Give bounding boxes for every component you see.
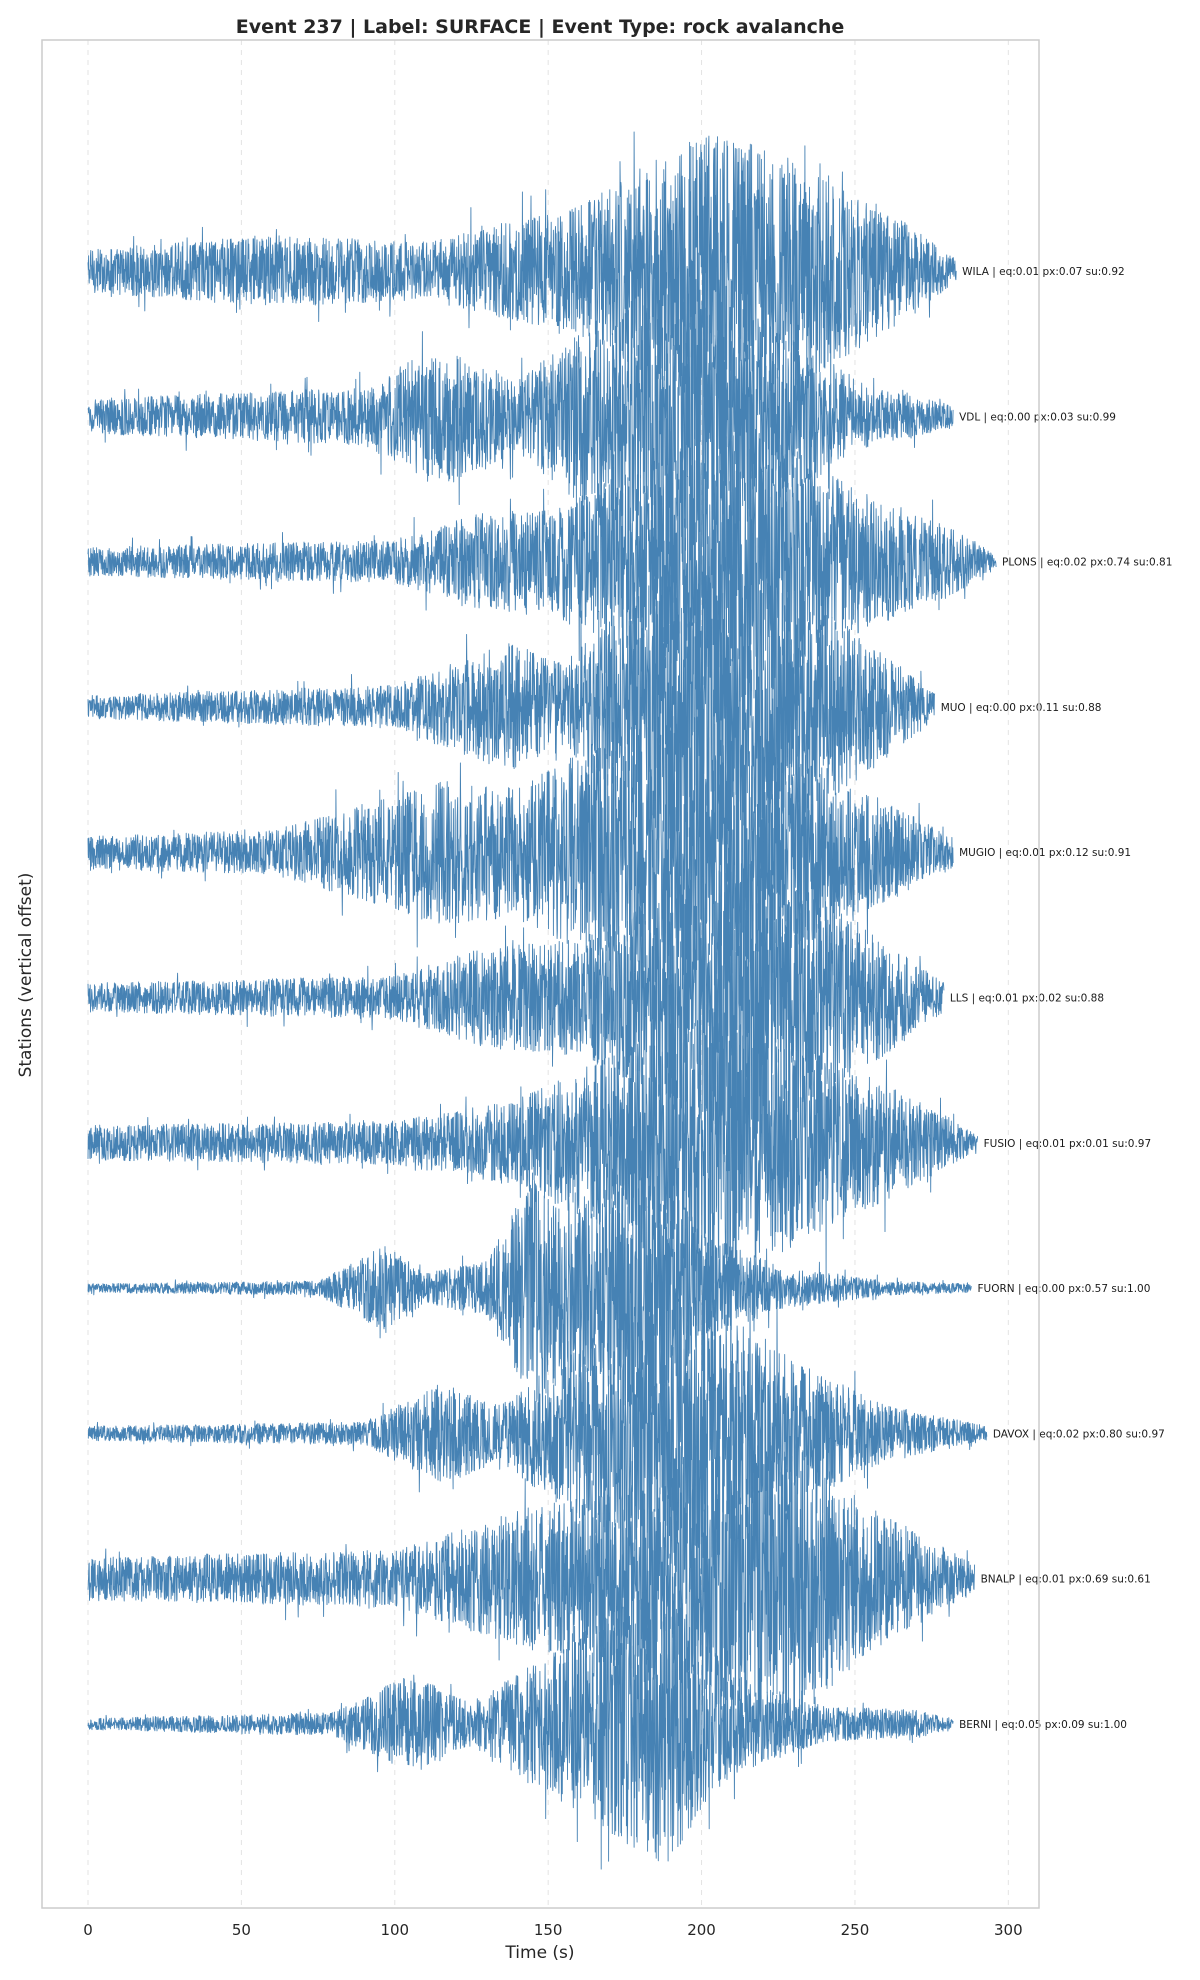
trace-bnalp — [87, 1363, 976, 1775]
trace-plons — [87, 381, 997, 754]
trace-group — [87, 131, 997, 1870]
x-axis-label: Time (s) — [504, 1943, 574, 1963]
y-axis-label: Stations (vertical offset) — [16, 873, 36, 1078]
trace-lls — [87, 768, 945, 1172]
trace-muo — [87, 485, 936, 911]
station-label-plons: PLONS | eq:0.02 px:0.74 su:0.81 — [1002, 557, 1172, 569]
trace-fusio — [87, 968, 979, 1334]
x-tick-label-200: 200 — [687, 1921, 716, 1939]
station-label-lls: LLS | eq:0.01 px:0.02 su:0.88 — [950, 993, 1104, 1005]
station-label-muo: MUO | eq:0.00 px:0.11 su:0.88 — [941, 702, 1102, 714]
station-label-wila: WILA | eq:0.01 px:0.07 su:0.92 — [962, 266, 1125, 278]
plot-frame — [41, 39, 1040, 1909]
trace-fuorn — [87, 1150, 972, 1424]
x-tick-label-150: 150 — [534, 1921, 563, 1939]
station-label-mugio: MUGIO | eq:0.01 px:0.12 su:0.91 — [959, 847, 1131, 859]
trace-wila — [87, 131, 957, 477]
trace-mugio — [87, 702, 954, 1029]
station-label-fusio: FUSIO | eq:0.01 px:0.01 su:0.97 — [984, 1138, 1152, 1150]
chart-title: Event 237 | Label: SURFACE | Event Type:… — [236, 16, 845, 38]
x-tick-label-100: 100 — [380, 1921, 409, 1939]
trace-berni — [87, 1573, 954, 1870]
station-label-vdl: VDL | eq:0.00 px:0.03 su:0.99 — [959, 411, 1116, 423]
station-label-davox: DAVOX | eq:0.02 px:0.80 su:0.97 — [993, 1428, 1165, 1440]
trace-vdl — [87, 216, 954, 566]
x-tick-label-0: 0 — [83, 1921, 93, 1939]
station-label-bnalp: BNALP | eq:0.01 px:0.69 su:0.61 — [981, 1574, 1151, 1586]
station-labels: WILA | eq:0.01 px:0.07 su:0.92 VDL | eq:0… — [941, 266, 1173, 1731]
x-tick-label-50: 50 — [232, 1921, 251, 1939]
x-tick-label-300: 300 — [994, 1921, 1023, 1939]
x-axis-ticks: 0 50 100 150 200 250 300 — [83, 1921, 1022, 1939]
station-label-fuorn: FUORN | eq:0.00 px:0.57 su:1.00 — [978, 1283, 1151, 1295]
trace-davox — [87, 1253, 988, 1609]
x-tick-label-250: 250 — [841, 1921, 870, 1939]
station-label-berni: BERNI | eq:0.05 px:0.09 su:1.00 — [959, 1719, 1127, 1731]
